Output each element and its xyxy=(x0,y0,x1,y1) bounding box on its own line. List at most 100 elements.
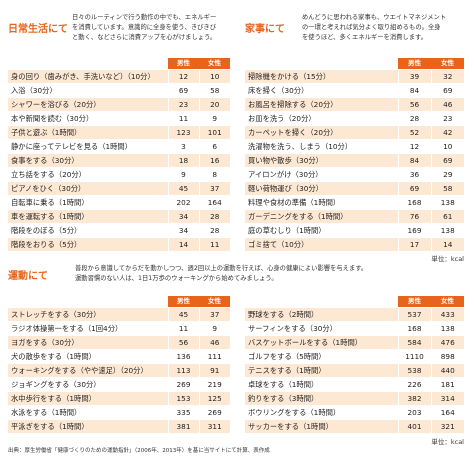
activity-cell: 軽い荷物運び（30分） xyxy=(245,181,398,196)
male-kcal-cell: 9 xyxy=(167,167,199,182)
table-row: 卓球をする（1時間） 226 181 xyxy=(245,377,464,392)
header-male: 男性 xyxy=(398,58,431,70)
header-male: 男性 xyxy=(398,296,431,308)
female-kcal-cell: 111 xyxy=(198,349,230,364)
header-blank xyxy=(8,58,168,70)
activity-cell: 犬の散歩をする（1時間） xyxy=(8,349,168,364)
table-row: 買い物や散歩（30分） 84 69 xyxy=(245,153,464,168)
table-row: 水泳をする（1時間） 335 269 xyxy=(8,405,230,420)
female-kcal-cell: 37 xyxy=(198,307,230,322)
header-blank xyxy=(245,296,398,308)
male-kcal-cell: 18 xyxy=(167,153,199,168)
male-kcal-cell: 11 xyxy=(167,111,199,126)
header-female: 女性 xyxy=(431,58,464,70)
exercise-activity-table-left: 男性 女性 ストレッチをする（30分） 45 37 ラジオ体操第一をする（1回4分） 1… xyxy=(8,296,230,434)
unit-label-bottom: 単位：kcal xyxy=(431,438,464,446)
female-kcal-cell: 42 xyxy=(430,125,464,140)
exercise-section-desc: 普段から意識してからだを動かしつつ、週2回以上の運動を行えば、心身の健康によい影… xyxy=(75,264,367,284)
male-kcal-cell: 69 xyxy=(167,83,199,98)
female-kcal-cell: 28 xyxy=(198,223,230,238)
activity-cell: サッカーをする（1時間） xyxy=(245,419,398,434)
housework-section-title: 家事にて xyxy=(245,24,285,35)
activity-cell: ゴミ捨て（10分） xyxy=(245,237,398,252)
table-row: テニスをする（1時間） 538 440 xyxy=(245,363,464,378)
exercise-section-title: 運動にて xyxy=(8,271,48,282)
table-row: シャワーを浴びる（20分） 23 20 xyxy=(8,97,230,112)
male-kcal-cell: 23 xyxy=(167,97,199,112)
female-kcal-cell: 32 xyxy=(430,69,464,84)
table-row: 掃除機をかける（15分） 39 32 xyxy=(245,69,464,84)
activity-cell: カーペットを掃く（20分） xyxy=(245,125,398,140)
male-kcal-cell: 12 xyxy=(167,69,199,84)
female-kcal-cell: 8 xyxy=(198,167,230,182)
activity-cell: 階段をのぼる（5分） xyxy=(8,223,168,238)
female-kcal-cell: 164 xyxy=(430,405,464,420)
table-row: 入浴（30分） 69 58 xyxy=(8,83,230,98)
table-row: アイロンがけ（30分） 36 29 xyxy=(245,167,464,182)
activity-cell: ピアノをひく（30分） xyxy=(8,181,168,196)
activity-cell: 掃除機をかける（15分） xyxy=(245,69,398,84)
desc-line: の一環と考えれば気分よく取り組めるもの。全身 xyxy=(302,24,441,31)
male-kcal-cell: 113 xyxy=(167,363,199,378)
activity-cell: 食事をする（30分） xyxy=(8,153,168,168)
desc-line: 普段から意識してからだを動かしつつ、週2回以上の運動を行えば、心身の健康によい影… xyxy=(75,265,368,272)
male-kcal-cell: 45 xyxy=(167,181,199,196)
housework-section-desc: めんどうに思われる家事も、ウエイトマネジメント の一環と考えれば気分よく取り組め… xyxy=(302,13,446,43)
table-row: ゴルフをする（5時間） 1110 898 xyxy=(245,349,464,364)
male-kcal-cell: 381 xyxy=(167,419,199,434)
male-kcal-cell: 76 xyxy=(397,209,431,224)
female-kcal-cell: 46 xyxy=(430,97,464,112)
male-kcal-cell: 11 xyxy=(167,321,199,336)
activity-cell: ウォーキングをする（やや速足）（20分） xyxy=(8,363,168,378)
header-male: 男性 xyxy=(168,296,199,308)
female-kcal-cell: 898 xyxy=(430,349,464,364)
activity-cell: 立ち話をする（20分） xyxy=(8,167,168,182)
table-row: 野球をする（2時間） 537 433 xyxy=(245,307,464,322)
activity-cell: 買い物や散歩（30分） xyxy=(245,153,398,168)
male-kcal-cell: 3 xyxy=(167,139,199,154)
table-row: ウォーキングをする（やや速足）（20分） 113 91 xyxy=(8,363,230,378)
female-kcal-cell: 138 xyxy=(430,321,464,336)
table-row: 料理や食材の準備（1時間） 168 138 xyxy=(245,195,464,210)
female-kcal-cell: 101 xyxy=(198,125,230,140)
female-kcal-cell: 164 xyxy=(198,195,230,210)
table-row: 階段をのぼる（5分） 34 28 xyxy=(8,223,230,238)
activity-cell: 平泳ぎをする（1時間） xyxy=(8,419,168,434)
activity-cell: バスケットボールをする（1時間） xyxy=(245,335,398,350)
female-kcal-cell: 69 xyxy=(430,83,464,98)
activity-cell: 車を運転する（1時間） xyxy=(8,209,168,224)
male-kcal-cell: 269 xyxy=(167,377,199,392)
female-kcal-cell: 321 xyxy=(430,419,464,434)
source-note: 出典：厚生労働省「健康づくりのための運動指針」（2006年、2013年）を基に当… xyxy=(8,448,270,454)
male-kcal-cell: 45 xyxy=(167,307,199,322)
male-kcal-cell: 136 xyxy=(167,349,199,364)
table-row: サッカーをする（1時間） 401 321 xyxy=(245,419,464,434)
male-kcal-cell: 56 xyxy=(397,97,431,112)
table-row: 立ち話をする（20分） 9 8 xyxy=(8,167,230,182)
table-row: ゴミ捨て（10分） 17 14 xyxy=(245,237,464,252)
male-kcal-cell: 584 xyxy=(397,335,431,350)
table-row: ピアノをひく（30分） 45 37 xyxy=(8,181,230,196)
male-kcal-cell: 17 xyxy=(397,237,431,252)
header-blank xyxy=(8,296,168,308)
female-kcal-cell: 14 xyxy=(430,237,464,252)
activity-cell: 階段をおりる（5分） xyxy=(8,237,168,252)
male-kcal-cell: 382 xyxy=(397,391,431,406)
housework-activity-table: 男性 女性 掃除機をかける（15分） 39 32 床を掃く（30分） 84 69 お風呂を掃… xyxy=(245,58,464,252)
female-kcal-cell: 58 xyxy=(198,83,230,98)
desc-line: を消費しています。意識的に全身を使う、きびきび xyxy=(72,24,217,31)
female-kcal-cell: 219 xyxy=(198,377,230,392)
activity-cell: お皿を洗う（20分） xyxy=(245,111,398,126)
table-row: 子供と遊ぶ（1時間） 123 101 xyxy=(8,125,230,140)
table-row: ヨガをする（30分） 56 46 xyxy=(8,335,230,350)
desc-line: めんどうに思われる家事も、ウエイトマネジメント xyxy=(302,14,447,21)
table-row: 車を運転する（1時間） 34 28 xyxy=(8,209,230,224)
table-row: カーペットを掃く（20分） 52 42 xyxy=(245,125,464,140)
activity-cell: 野球をする（2時間） xyxy=(245,307,398,322)
male-kcal-cell: 168 xyxy=(397,321,431,336)
activity-cell: ボウリングをする（1時間） xyxy=(245,405,398,420)
table-row: 庭の草むしり（1時間） 169 138 xyxy=(245,223,464,238)
table-row: ボウリングをする（1時間） 203 164 xyxy=(245,405,464,420)
activity-cell: 床を掃く（30分） xyxy=(245,83,398,98)
male-kcal-cell: 401 xyxy=(397,419,431,434)
